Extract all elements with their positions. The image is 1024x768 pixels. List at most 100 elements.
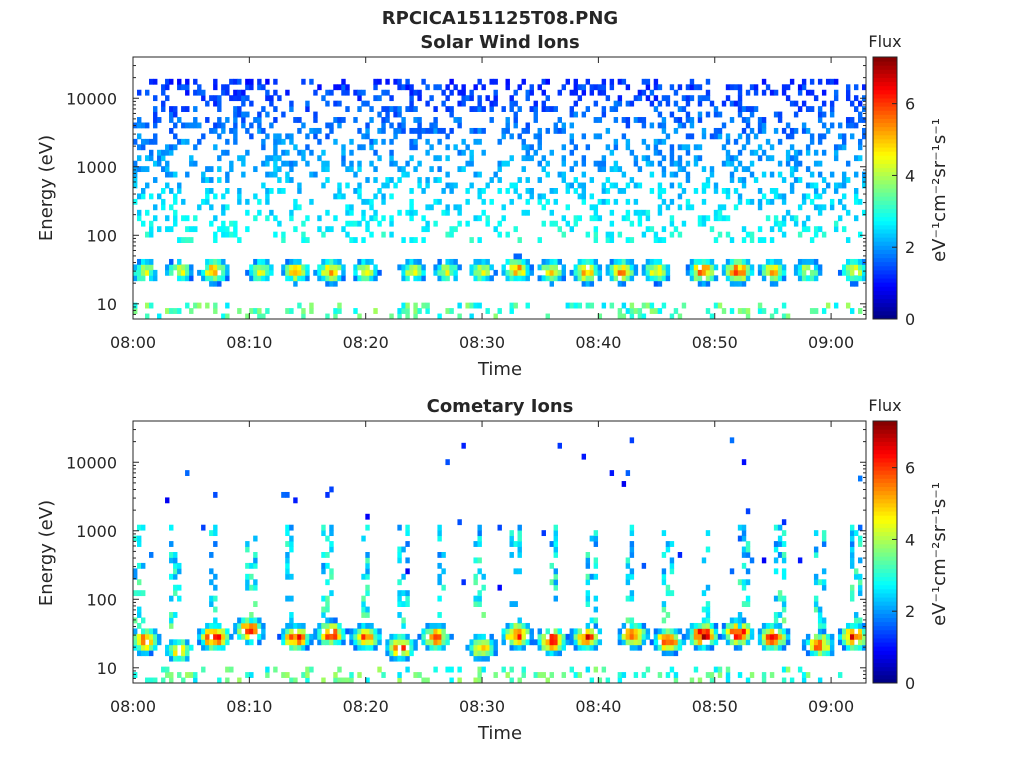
colorbar-segment (873, 625, 897, 631)
heatmap-cell (281, 633, 286, 640)
heatmap-cell (265, 95, 270, 102)
heatmap-cell (281, 672, 286, 678)
heatmap-cell (513, 541, 518, 547)
heatmap-cell (337, 622, 342, 629)
heatmap-cell (397, 633, 402, 640)
heatmap-cell (413, 89, 418, 96)
heatmap-cell (289, 541, 294, 547)
heatmap-cell (173, 111, 178, 118)
heatmap-cell (253, 215, 258, 222)
heatmap-cell (425, 149, 430, 156)
heatmap-cell (781, 628, 787, 635)
heatmap-cell (645, 666, 651, 673)
heatmap-cell (641, 78, 647, 85)
heatmap-cell (593, 258, 599, 265)
heatmap-cell (489, 644, 494, 651)
heatmap-cell (209, 220, 214, 227)
heatmap-cell (753, 149, 759, 156)
heatmap-cell (445, 269, 450, 276)
heatmap-cell (713, 237, 719, 243)
heatmap-cell (321, 530, 326, 537)
heatmap-cell (681, 166, 687, 173)
heatmap-cell (805, 166, 811, 173)
heatmap-cell (661, 530, 667, 537)
heatmap-cell (233, 117, 238, 123)
heatmap-cell (597, 117, 603, 123)
heatmap-cell (777, 269, 783, 276)
heatmap-cell (213, 595, 218, 602)
heatmap-cell (777, 138, 783, 145)
heatmap-cell (733, 138, 739, 145)
heatmap-cell (569, 666, 575, 673)
heatmap-cell (201, 133, 206, 140)
heatmap-cell (821, 89, 827, 96)
heatmap-cell (369, 204, 374, 211)
heatmap-cell (653, 269, 659, 276)
heatmap-cell (589, 177, 595, 183)
heatmap-cell (213, 100, 218, 107)
heatmap-cell (149, 628, 154, 635)
heatmap-cell (717, 209, 723, 216)
heatmap-cell (293, 275, 298, 282)
heatmap-cell (821, 133, 827, 140)
heatmap-cell (157, 160, 162, 167)
heatmap-cell (173, 193, 178, 200)
heatmap-cell (777, 117, 783, 123)
heatmap-cell (457, 89, 462, 96)
heatmap-cell (517, 677, 522, 684)
heatmap-cell (637, 215, 643, 222)
heatmap-cell (321, 182, 326, 189)
y-tick-label: 100 (86, 226, 117, 245)
heatmap-cell (261, 622, 266, 629)
heatmap-cell (477, 590, 482, 597)
heatmap-cell (673, 127, 679, 134)
heatmap-cell (829, 111, 835, 118)
heatmap-cell (577, 639, 583, 646)
heatmap-cell (693, 258, 699, 265)
heatmap-cell (325, 606, 330, 613)
heatmap-cell (389, 149, 394, 156)
heatmap-cell (349, 220, 354, 227)
heatmap-cell (313, 127, 318, 134)
heatmap-cell (813, 579, 819, 586)
heatmap-cell (853, 171, 859, 178)
heatmap-cell (269, 100, 274, 107)
heatmap-cell (473, 573, 478, 580)
heatmap-cell (813, 269, 819, 276)
heatmap-cell (621, 280, 627, 287)
heatmap-cell (257, 78, 262, 85)
heatmap-cell (389, 644, 394, 651)
heatmap-cell (553, 628, 558, 635)
heatmap-cell (581, 171, 587, 178)
heatmap-cell (257, 313, 262, 320)
heatmap-cell (477, 258, 482, 265)
heatmap-cell (429, 122, 434, 129)
heatmap-cell (813, 182, 819, 189)
heatmap-cell (513, 111, 518, 118)
heatmap-cell (705, 622, 711, 629)
heatmap-cell (813, 160, 819, 167)
heatmap-cell (385, 177, 390, 183)
heatmap-cell (333, 633, 338, 640)
heatmap-cell (773, 633, 779, 640)
heatmap-cell (173, 171, 178, 178)
heatmap-cell (649, 269, 655, 276)
heatmap-cell (245, 127, 250, 134)
heatmap-cell (573, 302, 579, 309)
colorbar-tick-label: 4 (905, 166, 915, 185)
heatmap-cell (357, 220, 362, 227)
heatmap-cell (353, 269, 358, 276)
heatmap-cell (817, 677, 823, 684)
heatmap-cell (573, 644, 579, 651)
heatmap-cell (645, 264, 651, 271)
heatmap-cell (657, 193, 663, 200)
heatmap-cell (841, 633, 847, 640)
heatmap-cell (753, 177, 759, 183)
heatmap-cell (305, 100, 310, 107)
heatmap-cell (657, 138, 663, 145)
heatmap-cell (545, 106, 550, 112)
heatmap-cell (857, 264, 863, 271)
heatmap-cell (769, 269, 775, 276)
heatmap-cell (669, 639, 675, 646)
heatmap-cell (781, 269, 787, 276)
